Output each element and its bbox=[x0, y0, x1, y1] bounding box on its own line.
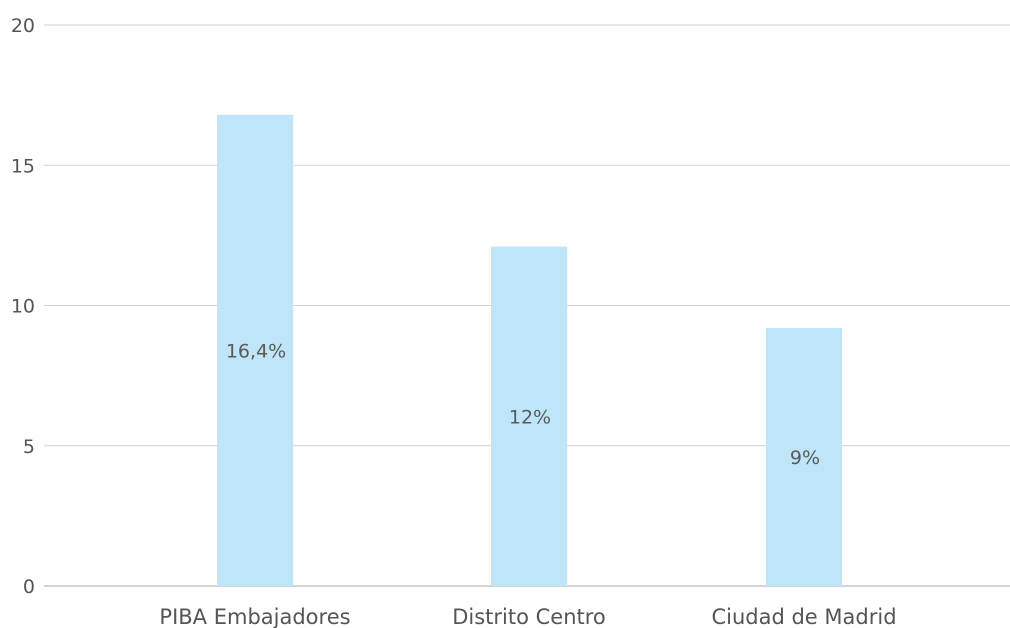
bar-value-label: 9% bbox=[790, 447, 820, 469]
y-tick-label: 0 bbox=[23, 576, 35, 598]
bars bbox=[217, 114, 842, 586]
bar-value-label: 12% bbox=[509, 406, 551, 428]
y-axis-ticks: 0 5 10 15 20 bbox=[11, 15, 35, 598]
y-tick-label: 20 bbox=[11, 15, 35, 37]
y-tick-label: 15 bbox=[11, 155, 35, 177]
y-tick-label: 5 bbox=[23, 436, 35, 458]
category-label: PIBA Embajadores bbox=[159, 605, 350, 628]
y-tick-label: 10 bbox=[11, 296, 35, 318]
category-label: Ciudad de Madrid bbox=[711, 605, 896, 628]
bar-value-label: 16,4% bbox=[226, 340, 286, 362]
bar bbox=[766, 327, 842, 586]
bar bbox=[217, 114, 293, 586]
x-axis-categories: PIBA Embajadores Distrito Centro Ciudad de… bbox=[159, 605, 896, 628]
bar-value-labels: 16,4% 12% 9% bbox=[226, 340, 820, 469]
category-label: Distrito Centro bbox=[452, 605, 606, 628]
bar bbox=[491, 246, 567, 586]
